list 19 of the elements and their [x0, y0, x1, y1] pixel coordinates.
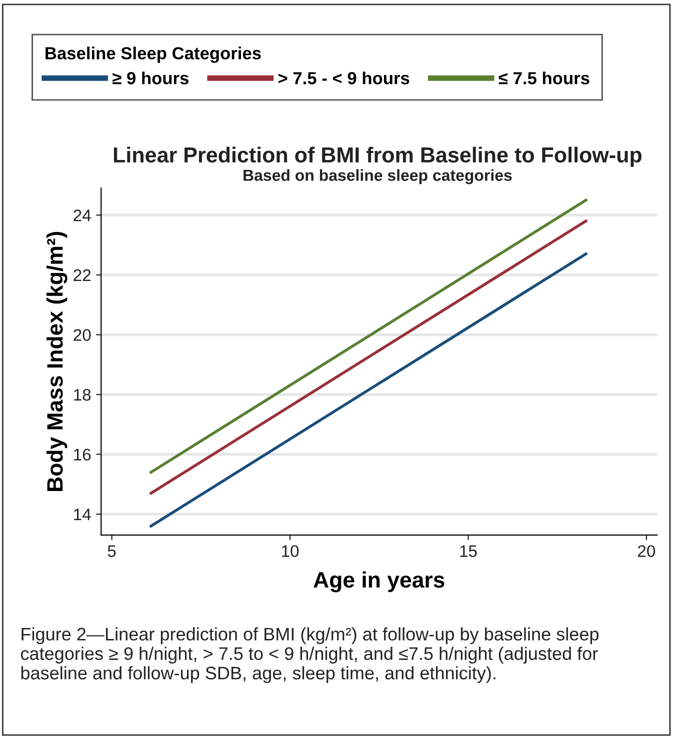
y-axis-title: Body Mass Index (kg/m²) [46, 232, 68, 492]
y-tick-label: 20 [74, 329, 91, 341]
x-tick-label: 15 [460, 545, 477, 558]
y-tick-label: 14 [74, 508, 91, 520]
chart-subtitle: Based on baseline sleep categories [244, 169, 512, 184]
x-tick-label: 20 [638, 545, 656, 558]
y-tick-label: 24 [74, 210, 91, 222]
legend-label: ≥ 9 hours [112, 72, 188, 84]
x-tick-label: 10 [282, 545, 299, 558]
y-tick-label: 18 [74, 388, 91, 401]
chart-title: Linear Prediction of BMI from Baseline to Follow-up [114, 146, 642, 167]
y-tick-label: 16 [74, 448, 91, 461]
legend-title: Baseline Sleep Categories [46, 46, 261, 63]
legend-label: > 7.5 - < 9 hours [278, 72, 410, 84]
legend-label: ≤ 7.5 hours [498, 72, 590, 84]
x-axis-title: Age in years [314, 571, 444, 592]
x-tick-label: 5 [108, 545, 116, 558]
caption: Figure 2—Linear prediction of BMI (kg/m²) at follow-up by baseline sleep categories ≥ 9 h/night, > 7.5 to < 9 h/night, and ≤7.5 h/night (adjusted for baseline and follow-up SDB, age, sleep time, and ethnicity). [20, 627, 599, 684]
y-tick-label: 22 [74, 269, 91, 281]
